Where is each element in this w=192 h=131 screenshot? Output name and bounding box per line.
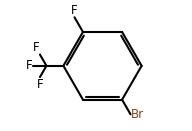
Text: F: F	[37, 78, 43, 91]
Text: F: F	[26, 59, 33, 72]
Text: Br: Br	[131, 108, 144, 121]
Text: F: F	[71, 4, 78, 17]
Text: F: F	[33, 41, 39, 54]
